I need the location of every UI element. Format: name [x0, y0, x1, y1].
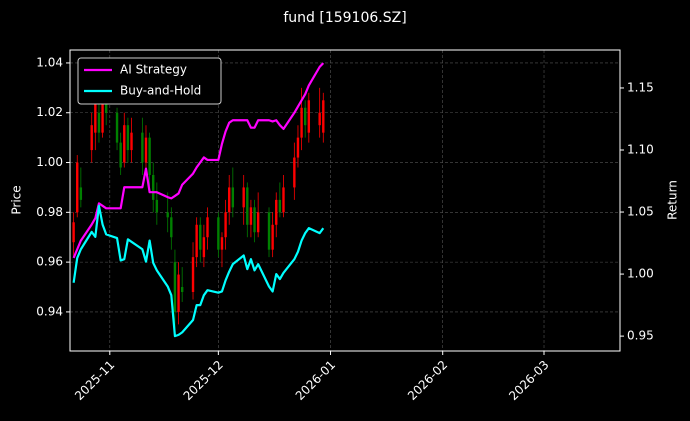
series-line	[72, 62, 325, 259]
candle-body	[249, 207, 253, 225]
candle-body	[256, 212, 260, 233]
y-tick-label: 0.94	[36, 304, 63, 318]
chart-title: fund [159106.SZ]	[283, 10, 406, 26]
y-axis-label: Price	[10, 185, 24, 214]
y-tick-label: 1.02	[36, 105, 63, 119]
candle-body	[246, 187, 249, 225]
candle-body	[76, 162, 79, 213]
candle-body	[141, 132, 144, 163]
y2-axis-label: Return	[666, 180, 680, 220]
y2-tick-label: 1.10	[627, 143, 654, 157]
candle-body	[275, 199, 278, 225]
candle-body	[115, 112, 119, 143]
candle-body	[318, 112, 321, 126]
candle-body	[282, 187, 285, 213]
candle-body	[130, 132, 133, 151]
candle-body	[296, 137, 300, 158]
candle-body	[191, 257, 195, 292]
candle-body	[231, 187, 235, 208]
y-tick-label: 0.98	[36, 205, 63, 219]
candle-body	[307, 100, 311, 133]
candle-body	[195, 224, 198, 258]
candle-body	[267, 212, 271, 250]
legend-box	[77, 57, 222, 105]
y2-tick-label: 1.00	[627, 267, 654, 281]
candle-body	[224, 212, 227, 238]
candle-body	[217, 217, 220, 250]
candle-body	[126, 125, 130, 151]
candle-body	[144, 137, 148, 163]
candle-body	[173, 262, 177, 312]
candle-body	[322, 100, 325, 133]
candle-body	[119, 142, 122, 168]
candle-body	[303, 107, 307, 126]
candle-body	[123, 125, 126, 163]
candle-body	[177, 274, 180, 312]
plot-frame	[69, 49, 621, 352]
y2-tick-label: 0.95	[627, 329, 654, 343]
candle-body	[199, 224, 202, 250]
legend-label: AI Strategy	[120, 63, 187, 77]
candle-body	[278, 199, 282, 213]
candle-body	[206, 217, 209, 238]
y-tick-label: 1.00	[36, 155, 63, 169]
legend-label: Buy-and-Hold	[120, 84, 201, 98]
candle-body	[152, 174, 155, 200]
candle-body	[166, 212, 169, 218]
candle-body	[202, 237, 206, 258]
candle-body	[97, 112, 101, 133]
candle-body	[79, 187, 83, 200]
candle-body	[300, 107, 303, 138]
candle-body	[242, 187, 245, 208]
candle-body	[101, 92, 104, 133]
candle-body	[228, 187, 231, 213]
y2-tick-label: 1.15	[627, 80, 654, 94]
candle-body	[180, 287, 184, 292]
candle-body	[220, 237, 224, 250]
candle-body	[90, 125, 93, 151]
candle-body	[293, 157, 296, 188]
candle-body	[155, 199, 159, 213]
candle-body	[170, 217, 173, 238]
y2-tick-label: 1.05	[627, 205, 654, 219]
candle-body	[148, 137, 151, 175]
series-line	[72, 204, 325, 338]
candle-body	[271, 224, 274, 250]
y-tick-label: 0.96	[36, 255, 63, 269]
candle-body	[72, 222, 75, 243]
candle-body	[94, 100, 97, 133]
y-tick-label: 1.04	[36, 55, 63, 69]
candle-body	[253, 207, 256, 233]
plot-area	[72, 62, 325, 338]
